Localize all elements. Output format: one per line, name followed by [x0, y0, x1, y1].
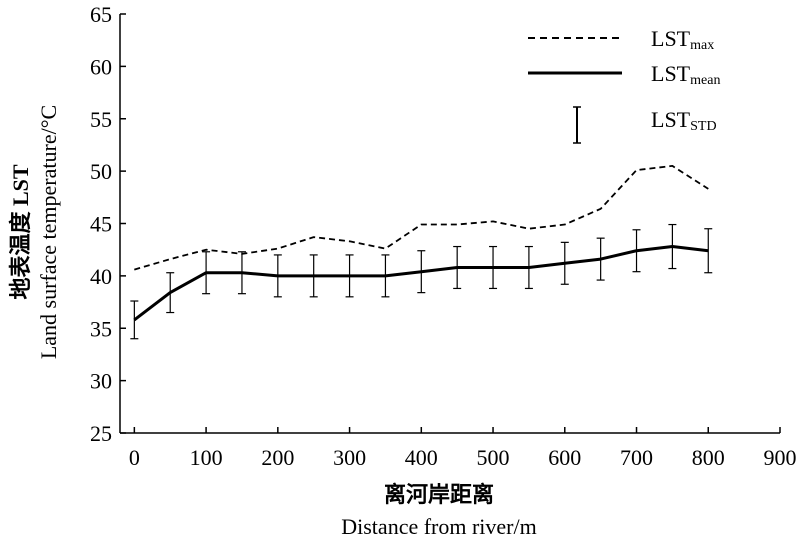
lst-mean-line	[133, 245, 709, 322]
y-axis-ticks: 25 30 35 40 45 50 55 60 65	[90, 2, 126, 446]
lst-max-line	[134, 164, 709, 271]
y-tick-label: 40	[90, 264, 112, 289]
legend-mean-main: LST	[651, 61, 691, 86]
y-tick-label: 35	[90, 316, 112, 341]
x-tick-label: 200	[261, 445, 294, 470]
lst-std-errorbars	[130, 223, 713, 340]
x-tick-label: 300	[333, 445, 366, 470]
y-tick-label: 30	[90, 369, 112, 394]
legend-std-marker	[573, 106, 581, 144]
legend-mean-label: LSTmean	[651, 61, 720, 88]
x-tick-label: 400	[405, 445, 438, 470]
x-axis-title-en: Distance from river/m	[341, 514, 537, 539]
legend-mean-sub: mean	[690, 73, 720, 88]
series-lines	[133, 164, 709, 322]
x-tick-label: 900	[764, 445, 797, 470]
legend-std-sub: STD	[690, 119, 716, 134]
legend-std-label: LSTSTD	[651, 107, 717, 134]
y-axis-title-cn: 地表温度 LST	[8, 164, 33, 299]
y-tick-label: 25	[90, 421, 112, 446]
y-tick-label: 50	[90, 159, 112, 184]
x-tick-label: 800	[692, 445, 725, 470]
x-tick-label: 500	[477, 445, 510, 470]
x-tick-label: 0	[129, 445, 140, 470]
x-tick-label: 600	[548, 445, 581, 470]
legend-max-sub: max	[690, 38, 714, 53]
legend-max-main: LST	[651, 26, 691, 51]
y-axis-title-en: Land surface temperature/°C	[36, 105, 61, 359]
x-tick-label: 100	[190, 445, 223, 470]
x-axis-ticks: 0 100 200 300 400 500 600 700 800 900	[129, 427, 797, 470]
y-tick-label: 55	[90, 107, 112, 132]
y-tick-label: 65	[90, 2, 112, 27]
y-tick-label: 60	[90, 54, 112, 79]
legend: LSTmax LSTmean LSTSTD	[528, 26, 720, 144]
legend-max-label: LSTmax	[651, 26, 714, 53]
x-tick-label: 700	[620, 445, 653, 470]
legend-std-main: LST	[651, 107, 691, 132]
x-axis-title-cn: 离河岸距离	[384, 482, 494, 507]
y-tick-label: 45	[90, 212, 112, 237]
